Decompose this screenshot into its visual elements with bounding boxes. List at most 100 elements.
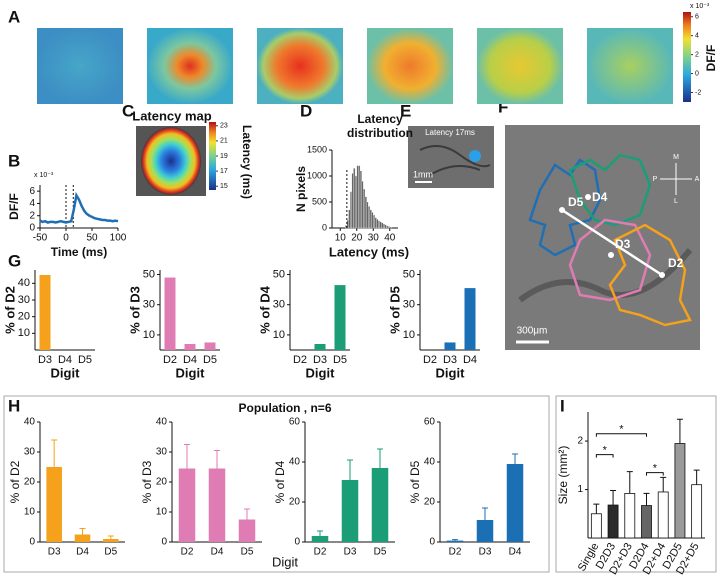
bar (184, 343, 196, 350)
colorbar (683, 12, 691, 102)
y-axis-title: % of D5 (408, 460, 422, 503)
y-axis-title: N pixels (294, 166, 308, 212)
compass-label: M (673, 154, 679, 161)
histogram-bar (363, 188, 366, 229)
digit-label: D3 (615, 237, 631, 251)
compass-label: L (674, 198, 678, 205)
histogram-bar (364, 196, 367, 229)
x-tick-label: D4 (211, 547, 224, 558)
x-tick-label: D2 (181, 547, 194, 558)
y-tick-label: 40 (156, 417, 168, 428)
digit-label: D2 (668, 256, 684, 270)
y-tick-label: 40 (24, 417, 36, 428)
panel-e: Latency 17ms 1mm (408, 126, 494, 188)
panel-title: Population , n=6 (238, 401, 331, 415)
y-tick-label: 0 (161, 537, 167, 548)
error-bar (214, 450, 220, 469)
frame-image (587, 28, 673, 104)
x-axis-title: Digit (306, 365, 336, 380)
x-tick-label: 30 (368, 233, 380, 244)
y-axis-title: % of D2 (2, 286, 17, 334)
x-tick-label: D3 (344, 547, 357, 558)
panel-title: Latency map (132, 108, 212, 123)
colorbar-tick-label: 23 (220, 123, 228, 130)
bar (506, 464, 524, 542)
colorbar-tick-label: 2 (695, 51, 699, 58)
frame-image (257, 28, 343, 104)
x-tick-label: 20 (351, 233, 363, 244)
histogram-bar (351, 173, 354, 229)
x-tick-label: D5 (203, 354, 217, 366)
scale-label: 1mm (413, 169, 433, 179)
bar (607, 504, 619, 539)
chart-title: Latency (357, 112, 403, 126)
y-tick-label: 30 (403, 299, 415, 311)
y-tick-label: 0 (29, 537, 35, 548)
error-bar (244, 508, 250, 520)
y-tick-label: 30 (143, 299, 155, 311)
y-tick-label: 30 (273, 299, 285, 311)
y-axis-title: DF/F (7, 193, 21, 220)
histogram-bar (382, 223, 385, 229)
x-axis-title: Digit (272, 554, 298, 569)
y-tick-label: 20 (289, 497, 301, 508)
y-tick-label: 60 (289, 417, 301, 428)
y-tick-label: 30 (24, 447, 36, 458)
bar (657, 491, 669, 539)
compass-label: P (653, 176, 658, 183)
bar (46, 467, 62, 542)
bar (164, 277, 176, 350)
bar (341, 480, 359, 542)
scale-label: 300μm (517, 326, 548, 337)
x-tick-label: D2 (314, 547, 327, 558)
histogram-bar (373, 214, 376, 229)
y-tick-label: 0 (322, 222, 327, 232)
error-bar (643, 492, 650, 506)
y-tick-label: 60 (424, 417, 436, 428)
panel-c: Latency map Latency (ms) (132, 108, 254, 199)
y-tick-label: 40 (289, 457, 301, 468)
y-tick-label: 10 (156, 507, 168, 518)
panel-label: G (8, 251, 21, 270)
bar (464, 288, 476, 350)
digit-label: D4 (592, 190, 608, 204)
y-tick-label: 0 (294, 537, 300, 548)
y-tick-label: 0 (29, 223, 35, 234)
x-tick-label: D4 (509, 547, 522, 558)
histogram-bar (353, 168, 356, 229)
panel-frame (3, 395, 550, 573)
vessel (419, 145, 491, 176)
y-axis-title: % of D5 (387, 286, 402, 334)
colorbar-label: DF/F (704, 45, 718, 72)
histogram-bar (387, 226, 390, 229)
colorbar (209, 122, 216, 190)
y-axis-title: % of D4 (257, 285, 272, 333)
panel-label: C (122, 101, 134, 120)
x-tick-label: D2 (449, 547, 462, 558)
frame-image (37, 28, 123, 104)
x-tick-label: D2 (423, 354, 437, 366)
x-tick-label: 40 (384, 233, 396, 244)
y-axis-title: % of D2 (8, 460, 22, 503)
y-tick-label: 30 (18, 294, 30, 306)
bar (691, 484, 703, 539)
data-line (39, 191, 119, 224)
y-tick-label: 40 (424, 457, 436, 468)
bar (204, 342, 216, 350)
bar (446, 540, 464, 542)
x-axis-title: Latency (ms) (329, 244, 409, 259)
bar (444, 342, 456, 350)
error-bar (660, 476, 667, 492)
colorbar-tick-label: 4 (695, 33, 699, 40)
significance-bracket (646, 472, 664, 476)
y-tick-label: 10 (273, 329, 285, 341)
y-tick-label: 10 (24, 507, 36, 518)
colorbar-tick-label: 21 (220, 138, 228, 145)
histogram-bar (374, 217, 377, 229)
x-axis-title: Time (ms) (51, 245, 107, 259)
bar (74, 534, 91, 542)
histogram-bar (369, 209, 372, 229)
bar (476, 520, 494, 542)
error-bar (610, 490, 617, 506)
